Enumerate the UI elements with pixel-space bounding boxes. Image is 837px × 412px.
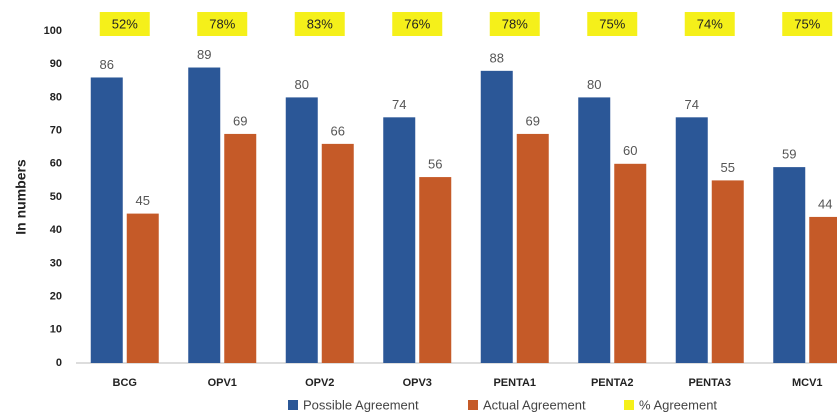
bar [90,77,123,363]
percent-label: 76% [404,16,430,31]
data-label: 60 [623,143,637,158]
y-tick-label: 40 [50,224,62,236]
data-label: 69 [526,113,540,128]
x-tick-label: PENTA3 [688,377,731,389]
legend-label: Possible Agreement [303,397,419,412]
percent-label: 78% [502,16,528,31]
bar [126,213,159,363]
data-label: 89 [197,47,211,62]
data-label: 56 [428,157,442,172]
y-tick-label: 50 [50,191,62,203]
x-tick-label: OPV2 [305,377,334,389]
data-label: 80 [295,77,309,92]
y-tick-label: 100 [44,25,62,37]
x-tick-label: PENTA1 [493,377,536,389]
percent-box [587,12,638,36]
bar [614,163,647,363]
percent-box [782,12,833,36]
data-label: 59 [782,147,796,162]
percent-label: 52% [112,16,138,31]
y-tick-label: 80 [50,91,62,103]
bar [675,117,708,363]
x-tick-label: BCG [113,377,137,389]
percent-label: 83% [307,16,333,31]
bar [516,133,549,363]
bar [285,97,318,364]
x-tick-label: OPV1 [208,377,237,389]
legend-swatch [468,400,478,410]
percent-box [197,12,248,36]
y-tick-label: 30 [50,257,62,269]
x-tick-label: OPV3 [403,377,432,389]
y-tick-label: 0 [56,357,62,369]
bar [578,97,611,364]
percent-box [392,12,443,36]
bar [480,70,513,363]
percent-label: 75% [794,16,820,31]
bar [809,216,837,363]
data-label: 86 [100,57,114,72]
percent-box [294,12,345,36]
bar [321,143,354,363]
data-label: 66 [331,123,345,138]
y-tick-label: 70 [50,125,62,137]
percent-label: 78% [209,16,235,31]
percent-box [489,12,540,36]
percent-box [684,12,735,36]
bar [773,167,806,363]
legend-label: % Agreement [639,397,717,412]
data-label: 88 [490,50,504,65]
data-label: 44 [818,196,832,211]
data-label: 69 [233,113,247,128]
data-label: 74 [685,97,699,112]
data-label: 74 [392,97,406,112]
y-tick-label: 90 [50,58,62,70]
y-axis-label: In numbers [13,159,29,235]
bar [224,133,257,363]
x-tick-label: PENTA2 [591,377,634,389]
legend-label: Actual Agreement [483,397,586,412]
bar [711,180,744,363]
legend-swatch [288,400,298,410]
bar [383,117,416,363]
percent-label: 74% [697,16,723,31]
bar [188,67,221,364]
x-tick-label: MCV1 [792,377,823,389]
y-tick-label: 20 [50,291,62,303]
percent-box [99,12,150,36]
data-label: 80 [587,77,601,92]
data-label: 55 [721,160,735,175]
y-tick-label: 60 [50,158,62,170]
y-tick-label: 10 [50,324,62,336]
bar [419,177,452,363]
legend-swatch [624,400,634,410]
percent-label: 75% [599,16,625,31]
data-label: 45 [136,193,150,208]
